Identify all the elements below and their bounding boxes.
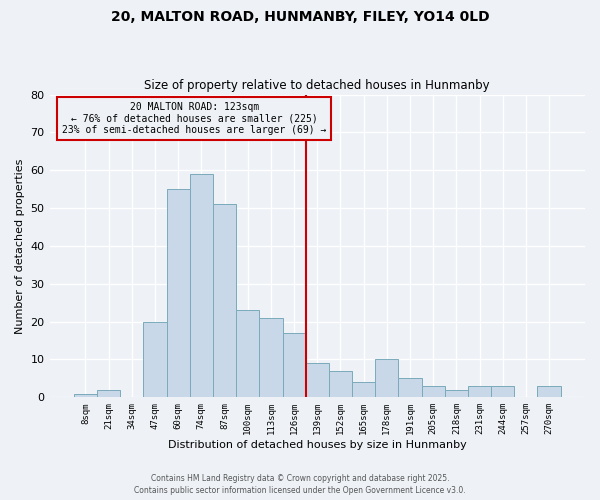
Text: Contains HM Land Registry data © Crown copyright and database right 2025.
Contai: Contains HM Land Registry data © Crown c… [134,474,466,495]
Bar [375,360,398,398]
Bar [352,382,375,398]
Bar [329,371,352,398]
Y-axis label: Number of detached properties: Number of detached properties [15,158,25,334]
X-axis label: Distribution of detached houses by size in Hunmanby: Distribution of detached houses by size … [168,440,467,450]
Bar [422,386,445,398]
Text: 20, MALTON ROAD, HUNMANBY, FILEY, YO14 0LD: 20, MALTON ROAD, HUNMANBY, FILEY, YO14 0… [110,10,490,24]
Bar [97,390,120,398]
Bar [491,386,514,398]
Bar [305,364,329,398]
Bar [398,378,422,398]
Bar [538,386,560,398]
Bar [259,318,283,398]
Bar [74,394,97,398]
Bar [445,390,468,398]
Text: 20 MALTON ROAD: 123sqm
← 76% of detached houses are smaller (225)
23% of semi-de: 20 MALTON ROAD: 123sqm ← 76% of detached… [62,102,326,136]
Bar [190,174,213,398]
Bar [236,310,259,398]
Bar [143,322,167,398]
Bar [283,333,305,398]
Bar [468,386,491,398]
Bar [213,204,236,398]
Bar [167,189,190,398]
Title: Size of property relative to detached houses in Hunmanby: Size of property relative to detached ho… [145,79,490,92]
